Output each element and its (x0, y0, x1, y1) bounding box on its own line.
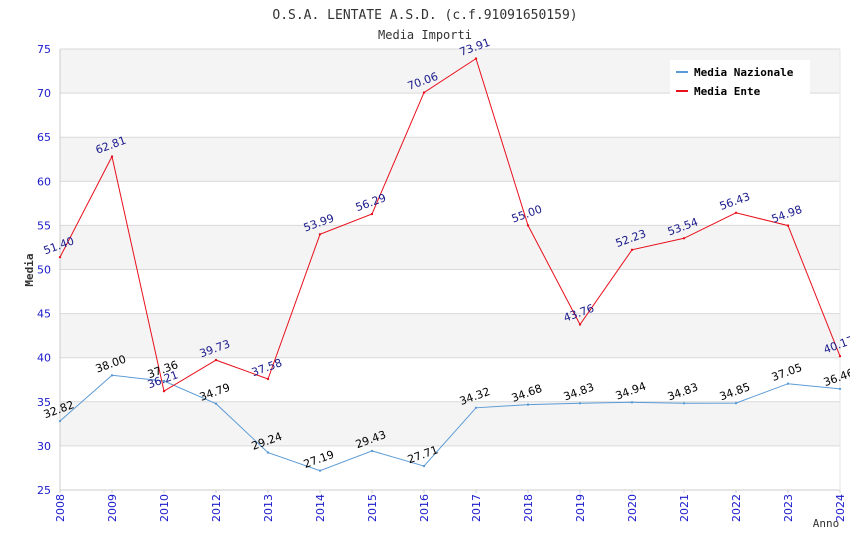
y-tick-label: 50 (37, 264, 51, 277)
plot-band (60, 225, 840, 270)
data-point (734, 401, 738, 405)
x-tick-label: 2018 (522, 494, 535, 522)
y-tick-label: 55 (37, 219, 51, 232)
data-point (162, 389, 166, 393)
data-label: 37.58 (250, 356, 284, 379)
x-tick-label: 2012 (210, 494, 223, 522)
plot-band (60, 401, 840, 446)
data-point (214, 358, 218, 362)
chart-subtitle: Media Importi (378, 28, 472, 42)
series-line-media-nazionale (59, 374, 841, 472)
y-tick-label: 40 (37, 352, 51, 365)
y-axis-ticks: 25 30 35 40 45 50 55 60 65 70 75 (37, 43, 51, 497)
data-point (786, 224, 790, 227)
data-point (370, 449, 374, 453)
data-point (838, 355, 842, 358)
data-label: 34.79 (198, 381, 232, 404)
data-point (214, 402, 218, 405)
data-point (58, 419, 62, 423)
data-point (630, 401, 634, 404)
data-point (630, 248, 634, 252)
data-label: 34.85 (718, 380, 752, 403)
x-tick-label: 2015 (366, 494, 379, 522)
data-point (266, 377, 270, 381)
data-point (682, 402, 686, 405)
data-point (266, 451, 270, 454)
y-tick-label: 45 (37, 308, 51, 321)
x-tick-label: 2016 (418, 494, 431, 522)
y-tick-label: 35 (37, 396, 51, 409)
legend-label: Media Nazionale (694, 66, 794, 79)
data-point (578, 402, 582, 405)
y-axis-label: Media (23, 253, 36, 286)
legend-box (670, 60, 810, 97)
data-point (786, 382, 790, 385)
x-tick-label: 2009 (106, 494, 119, 522)
x-tick-label: 2020 (626, 494, 639, 522)
x-tick-label: 2021 (678, 494, 691, 522)
data-label: 34.94 (614, 380, 648, 403)
series-lines (58, 57, 842, 472)
data-point (734, 211, 738, 214)
data-label: 37.05 (770, 361, 804, 384)
data-point (318, 469, 322, 472)
x-tick-label: 2010 (158, 494, 171, 522)
data-label: 36.46 (822, 366, 850, 389)
legend: Media Nazionale Media Ente (670, 60, 810, 98)
x-tick-label: 2014 (314, 494, 327, 522)
data-point (162, 379, 166, 383)
y-tick-label: 60 (37, 175, 51, 188)
data-point (838, 387, 842, 391)
data-point (370, 212, 374, 216)
x-axis-label: Anno (813, 517, 840, 530)
y-tick-label: 25 (37, 484, 51, 497)
chart-title: O.S.A. LENTATE A.S.D. (c.f.91091650159) (272, 8, 577, 23)
x-tick-label: 2022 (730, 494, 743, 522)
data-point (58, 255, 62, 259)
data-point (578, 323, 582, 326)
data-label: 54.98 (770, 203, 804, 226)
data-label: 34.83 (562, 381, 596, 404)
y-tick-label: 75 (37, 43, 51, 56)
data-label: 56.43 (718, 190, 752, 213)
data-point (110, 374, 114, 377)
data-label: 27.19 (302, 448, 336, 471)
data-point (318, 233, 322, 236)
x-tick-label: 2023 (782, 494, 795, 522)
x-axis-ticks: 2008 2009 2010 2012 2013 2014 2015 2016 2017 2018… (54, 494, 847, 522)
data-point (526, 224, 530, 227)
plot-band (60, 137, 840, 182)
data-label: 34.83 (666, 381, 700, 404)
y-tick-label: 30 (37, 440, 51, 453)
x-tick-label: 2008 (54, 494, 67, 522)
plot-bands (60, 49, 840, 446)
legend-label: Media Ente (694, 85, 761, 98)
data-label: 56.29 (354, 191, 388, 214)
y-tick-label: 65 (37, 131, 51, 144)
y-tick-label: 70 (37, 87, 51, 100)
x-tick-label: 2013 (262, 494, 275, 522)
data-label: 27.71 (406, 443, 440, 466)
plot-band (60, 313, 840, 358)
x-tick-label: 2024 (834, 494, 847, 522)
data-point (474, 57, 478, 60)
x-tick-label: 2017 (470, 494, 483, 522)
data-point (682, 237, 686, 240)
data-point (422, 464, 426, 468)
data-point (110, 155, 114, 158)
data-point (422, 91, 426, 94)
series-line-media-ente (59, 57, 841, 392)
data-point (474, 406, 478, 409)
x-tick-label: 2019 (574, 494, 587, 522)
data-point (526, 403, 530, 406)
